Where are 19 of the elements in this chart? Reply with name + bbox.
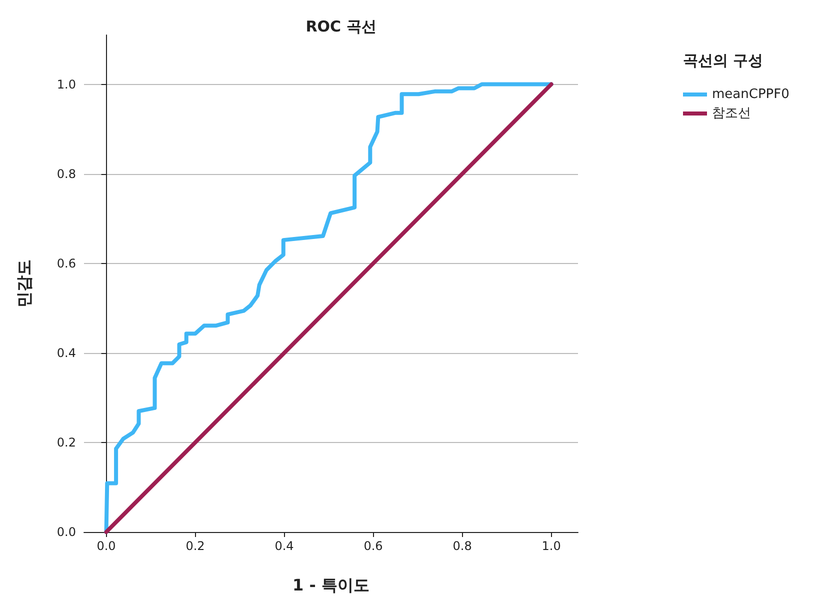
- line-series: [104, 82, 554, 534]
- legend-title: 곡선의 구성: [683, 52, 764, 70]
- x-axis-title: 1 - 특이도: [292, 576, 370, 594]
- y-tick-label: 0.6: [56, 256, 76, 270]
- y-tick-label: 0.8: [56, 166, 76, 181]
- x-tick-label: 0.4: [274, 539, 294, 553]
- y-tick-label: 0.0: [56, 525, 76, 539]
- x-tick-label: 1.0: [542, 539, 561, 553]
- y-tick-label: 0.4: [56, 346, 76, 360]
- x-tick-label: 0.8: [452, 539, 472, 553]
- x-tick-label: 0.2: [186, 539, 205, 553]
- y-axis-title: 민감도: [14, 260, 34, 308]
- legend-label: meanCPPF0: [712, 87, 790, 102]
- x-tick-label: 0.6: [364, 539, 383, 553]
- x-tick-label: 0.0: [96, 539, 116, 553]
- y-tick-label: 1.0: [56, 77, 76, 92]
- chart-title: ROC 곡선: [306, 18, 376, 36]
- legend-label: 참조선: [712, 106, 751, 121]
- y-tick-label: 0.2: [56, 435, 76, 450]
